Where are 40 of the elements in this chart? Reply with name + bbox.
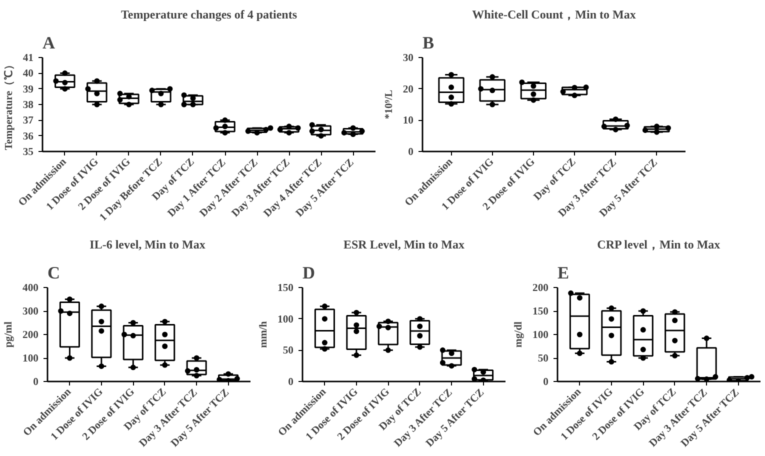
text: B — [422, 34, 434, 52]
y-axis-title: pg/ml — [4, 321, 15, 348]
y-tick-label: 150 — [532, 306, 548, 318]
text: E — [558, 264, 570, 282]
y-tick-label: 38 — [22, 100, 34, 111]
y-tick-label: 0 — [33, 377, 38, 388]
y-tick-label: 300 — [22, 306, 38, 318]
y-tick-label: 100 — [278, 314, 294, 326]
chart-title: ESR Level, Min to Max — [344, 238, 465, 252]
y-tick-label: 36 — [22, 131, 34, 142]
y-tick-label: 37 — [22, 116, 34, 127]
chart-title: IL-6 level, Min to Max — [90, 238, 206, 252]
y-tick-label: 0 — [543, 377, 548, 388]
text: D — [302, 264, 316, 282]
y-tick-label: 200 — [532, 283, 548, 294]
y-tick-label: 30 — [402, 53, 414, 64]
chart-title: White-Cell Count，Min to Max — [472, 8, 636, 22]
chart-title: CRP level，Min to Max — [597, 238, 720, 252]
y-tick-label: 50 — [282, 346, 294, 357]
y-tick-label: 200 — [22, 330, 38, 341]
y-tick-label: 20 — [402, 84, 414, 96]
y-tick-label: 39 — [22, 84, 34, 96]
y-tick-label: 150 — [278, 283, 294, 294]
y-axis-title: *10⁹/L — [384, 90, 395, 120]
y-tick-label: 0 — [288, 377, 294, 388]
y-tick-label: 35 — [22, 147, 34, 158]
chart-title: Temperature changes of 4 patients — [121, 8, 298, 22]
y-axis-title: Temperature（℃） — [2, 58, 15, 150]
y-tick-label: 0 — [408, 147, 414, 158]
y-tick-label: 40 — [22, 68, 34, 80]
y-axis-title: mg/dl — [514, 321, 525, 348]
y-tick-label: 41 — [22, 53, 34, 64]
y-tick-label: 400 — [22, 283, 38, 294]
y-tick-label: 50 — [538, 354, 548, 364]
y-tick-label: 100 — [532, 330, 548, 341]
y-tick-label: 100 — [22, 354, 38, 364]
text: A — [42, 34, 56, 52]
y-axis-title: mm/h — [258, 321, 270, 348]
y-tick-label: 10 — [402, 116, 414, 127]
text: C — [48, 264, 60, 282]
